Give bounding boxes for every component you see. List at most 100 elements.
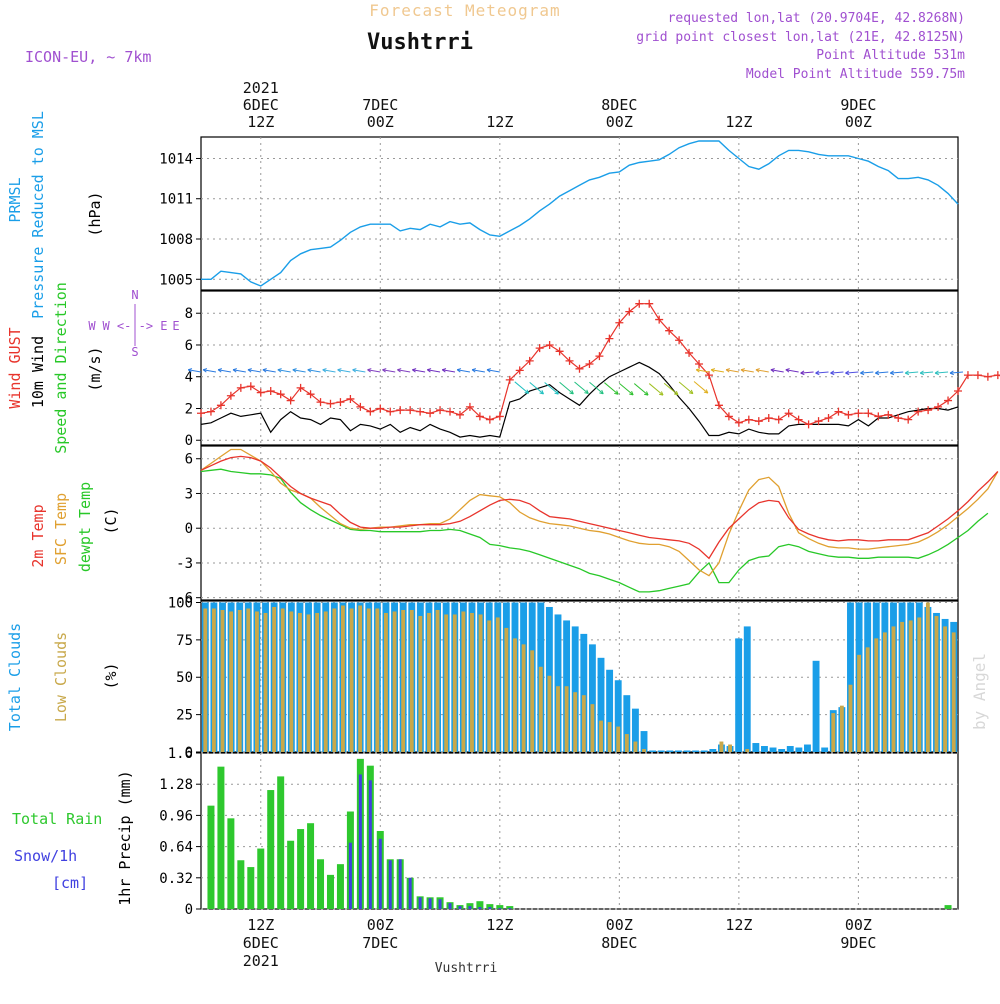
- cloud-low-bar: [211, 608, 216, 752]
- clouds-ytick-label: 50: [176, 670, 193, 686]
- wind-gust-marker: [386, 407, 395, 416]
- precip-ytick-label: 1.6: [168, 746, 193, 762]
- wind-gust-marker: [824, 414, 833, 423]
- cloud-low-bar: [573, 692, 578, 752]
- pressure-label-prmsl: PRMSL: [6, 177, 24, 222]
- wind-gust-marker: [246, 382, 255, 391]
- wind-direction-arrow: [725, 368, 739, 373]
- cloud-low-bar: [599, 720, 603, 752]
- wind-gust-marker: [535, 344, 544, 353]
- cloud-low-bar: [203, 608, 208, 752]
- precip-snow-bar: [438, 899, 442, 909]
- wind-arrow-head: [830, 370, 835, 376]
- pressure-line: [201, 140, 959, 287]
- cloud-low-bar: [435, 609, 440, 752]
- wind-gust-marker: [944, 396, 953, 405]
- clouds-ytick-label: 25: [176, 708, 193, 724]
- wind-direction-arrow: [785, 368, 799, 373]
- cloud-low-bar: [220, 609, 225, 752]
- precip-label-mm: 1hr Precip (mm): [116, 770, 134, 905]
- wind-direction-arrow: [949, 370, 964, 376]
- top-time-label: 6DEC: [243, 96, 279, 114]
- wind-direction-arrow: [663, 382, 679, 396]
- wind-gust-marker: [655, 315, 664, 324]
- precip-ytick-label: 0.32: [159, 871, 193, 887]
- cloud-low-bar: [865, 647, 870, 752]
- cloud-low-bar: [951, 632, 956, 752]
- wind-gust-marker: [804, 420, 813, 429]
- wind-arrow-head: [695, 368, 701, 373]
- cloud-low-bar: [297, 612, 302, 752]
- wind-arrow-head: [426, 368, 432, 373]
- pressure-ytick-label: 1005: [159, 272, 193, 288]
- wind-arrow-head: [292, 368, 297, 373]
- wind-arrow-head: [725, 368, 731, 373]
- precip-rain-bar: [486, 904, 494, 909]
- cloud-low-bar: [839, 705, 844, 752]
- clouds-ytick-label: 0: [185, 745, 193, 761]
- wind-direction-arrow: [544, 382, 559, 395]
- precip-rain-bar: [247, 867, 255, 909]
- wind-direction-arrow: [441, 368, 456, 373]
- wind-arrow-shaft: [427, 369, 441, 373]
- wind-gust-marker: [286, 396, 295, 405]
- cloud-low-bar: [358, 605, 363, 752]
- cloud-low-bar: [341, 605, 345, 752]
- cloud-low-bar: [556, 686, 560, 752]
- wind-direction-arrow: [875, 370, 889, 376]
- cloud-low-bar: [607, 722, 612, 752]
- cloud-total-bar: [700, 750, 708, 752]
- wind-gust-marker: [615, 318, 624, 327]
- wind-arrow-head: [382, 368, 387, 373]
- cloud-total-bar: [786, 746, 794, 752]
- cloud-low-bar: [857, 654, 862, 752]
- top-time-label: 00Z: [367, 113, 394, 131]
- wind-arrow-shaft: [397, 369, 411, 373]
- wind-arrow-head: [934, 370, 939, 376]
- wind-compass-w: W: [88, 319, 96, 333]
- wind-arrow-head: [187, 368, 193, 373]
- precip-snow-bar: [428, 898, 432, 909]
- wind-arrow-head: [441, 368, 447, 373]
- cloud-low-bar: [306, 614, 311, 752]
- wind-arrow-shaft: [412, 369, 426, 373]
- model-altitude: Model Point Altitude 559.75m: [746, 67, 965, 82]
- wind-gust-marker: [864, 409, 873, 418]
- cloud-low-bar: [254, 611, 259, 752]
- wind-arrow-shaft: [604, 382, 619, 395]
- precip-label-rain: Total Rain: [12, 810, 102, 828]
- bottom-time-label: 00Z: [606, 916, 633, 934]
- wind-gust-marker: [206, 407, 215, 416]
- cloud-low-bar: [272, 606, 277, 752]
- wind-gust-marker: [605, 334, 614, 343]
- wind-arrow-shaft: [337, 369, 351, 373]
- bottom-time-label: 8DEC: [601, 934, 637, 952]
- wind-gust-marker: [296, 383, 305, 392]
- precip-rain-bar: [257, 848, 265, 909]
- wind-arrow-shaft: [845, 371, 859, 374]
- pressure-frame: [200, 136, 959, 291]
- wind-arrow-shaft: [663, 382, 679, 396]
- wind-gust-marker: [973, 371, 982, 380]
- wind-gust-marker: [515, 366, 524, 375]
- cloud-low-bar: [633, 741, 638, 752]
- precip-snow-bar: [478, 907, 482, 909]
- wind-direction-arrow: [619, 382, 634, 396]
- precip-snow-bar: [348, 842, 352, 909]
- cloud-low-bar: [470, 612, 474, 752]
- cloud-low-bar: [934, 615, 939, 752]
- cloud-total-bar: [580, 633, 588, 752]
- wind-arrow-head: [644, 391, 649, 396]
- precip-snow-bar: [358, 774, 362, 909]
- wind-arrow-head: [456, 368, 462, 373]
- cloud-total-bar: [623, 695, 631, 752]
- cloud-low-bar: [882, 632, 887, 752]
- precip-rain-bar: [506, 906, 514, 909]
- wind-arrow-head: [673, 390, 679, 396]
- wind-arrow-shaft: [693, 381, 709, 394]
- precip-snow-bar: [448, 903, 452, 909]
- cloud-low-bar: [917, 617, 922, 752]
- cloud-total-bar: [812, 660, 820, 752]
- wind-gust-marker: [874, 412, 883, 421]
